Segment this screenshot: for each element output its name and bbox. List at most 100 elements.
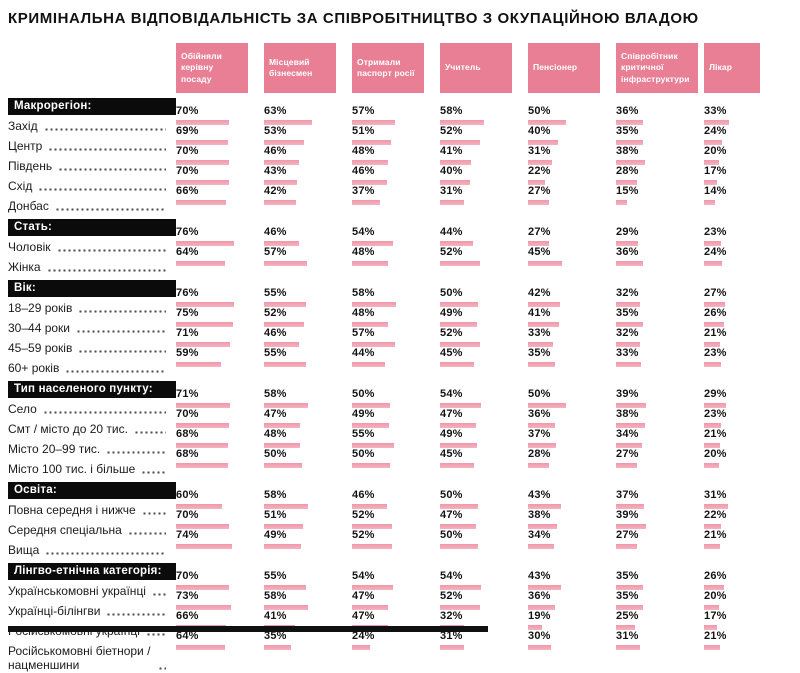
value-bar	[264, 120, 312, 125]
value-label: 44%	[352, 347, 375, 359]
value-cell: 26%	[704, 307, 792, 327]
value-cell: 37%	[528, 428, 616, 448]
value-bar	[528, 585, 561, 590]
value-bar	[440, 302, 478, 307]
leader-dots	[127, 531, 166, 535]
value-label: 71%	[176, 388, 199, 400]
value-label: 70%	[176, 165, 199, 177]
table-row: Місто 20–99 тис. 68% 48% 55% 49% 37% 34%…	[8, 428, 792, 459]
leader-dots	[42, 410, 166, 414]
value-bar	[264, 443, 301, 448]
value-label: 46%	[264, 145, 287, 157]
value-cell: 54%	[440, 388, 528, 408]
leader-dots	[106, 450, 166, 454]
value-cell: 41%	[528, 307, 616, 327]
value-label: 26%	[704, 570, 727, 582]
value-bar	[264, 200, 296, 205]
leader-dots	[58, 167, 166, 171]
value-bar	[176, 180, 230, 185]
value-label: 33%	[528, 327, 551, 339]
value-cell: 71%	[176, 327, 264, 347]
value-bar	[704, 342, 720, 347]
value-bar	[352, 585, 394, 590]
value-label: 26%	[704, 307, 727, 319]
value-cell: 31%	[440, 630, 528, 650]
value-bar	[440, 160, 472, 165]
value-label: 64%	[176, 246, 199, 258]
value-cell: 36%	[616, 105, 704, 125]
row-label: Схід	[8, 176, 176, 194]
value-label: 46%	[264, 226, 287, 238]
value-bar	[528, 625, 543, 630]
value-cell: 50%	[440, 529, 528, 549]
value-label: 51%	[264, 509, 287, 521]
value-bar	[176, 524, 230, 529]
value-cell: 15%	[616, 185, 704, 205]
value-bar	[352, 362, 386, 367]
value-cell: 52%	[440, 590, 528, 610]
value-label: 52%	[352, 509, 375, 521]
value-bar	[264, 322, 304, 327]
value-cell: 55%	[352, 428, 440, 448]
value-label: 43%	[528, 489, 551, 501]
value-label: 29%	[704, 388, 727, 400]
table-row: Захід 70% 63% 57% 58% 50% 36% 33%	[8, 105, 792, 136]
value-label: 39%	[616, 509, 639, 521]
value-label: 23%	[704, 347, 727, 359]
value-label: 52%	[440, 327, 463, 339]
value-bar	[704, 544, 720, 549]
value-cell: 46%	[264, 327, 352, 347]
value-cell: 45%	[440, 347, 528, 367]
value-label: 51%	[352, 125, 375, 137]
value-label: 49%	[352, 408, 375, 420]
row-label-text: Чоловік	[8, 240, 51, 254]
leader-dots	[48, 147, 166, 151]
value-cell: 33%	[704, 105, 792, 125]
value-bar	[528, 160, 552, 165]
value-cell: 31%	[616, 630, 704, 650]
value-cell: 20%	[704, 448, 792, 468]
value-cell: 70%	[176, 145, 264, 165]
value-label: 52%	[440, 125, 463, 137]
value-bar	[176, 544, 233, 549]
value-label: 22%	[704, 509, 727, 521]
value-label: 52%	[440, 590, 463, 602]
value-cell: 70%	[176, 570, 264, 590]
value-label: 52%	[440, 246, 463, 258]
value-label: 63%	[264, 105, 287, 117]
value-bar	[352, 241, 394, 246]
value-cell: 52%	[352, 509, 440, 529]
value-bar	[352, 524, 392, 529]
table-row: Повна середня і нижче 60% 58% 46% 50% 43…	[8, 489, 792, 520]
value-cell: 23%	[704, 226, 792, 246]
value-cell: 37%	[616, 489, 704, 509]
section: Стать: Чоловік 76% 46% 54% 44% 27% 29% 2…	[8, 219, 792, 277]
value-cell: 21%	[704, 327, 792, 347]
value-cell: 63%	[264, 105, 352, 125]
value-label: 58%	[352, 287, 375, 299]
value-label: 33%	[616, 347, 639, 359]
value-bar	[528, 605, 556, 610]
value-bar	[704, 443, 720, 448]
value-label: 27%	[616, 529, 639, 541]
row-label-text: Місто 100 тис. і більше	[8, 462, 136, 476]
column-badge-4: Учитель	[440, 43, 512, 93]
value-cell: 32%	[616, 327, 704, 347]
value-label: 23%	[704, 226, 727, 238]
value-bar	[440, 241, 474, 246]
table-row: Чоловік 76% 46% 54% 44% 27% 29% 23%	[8, 226, 792, 257]
value-label: 70%	[176, 509, 199, 521]
value-cell: 48%	[352, 307, 440, 327]
value-bar	[176, 261, 225, 266]
row-label-text: Смт / місто до 20 тис.	[8, 422, 128, 436]
value-bar	[352, 261, 389, 266]
value-label: 66%	[176, 610, 199, 622]
value-cell: 21%	[704, 529, 792, 549]
value-label: 55%	[264, 347, 287, 359]
value-bar	[440, 261, 480, 266]
value-bar	[704, 423, 722, 428]
leader-dots	[76, 329, 166, 333]
value-label: 50%	[528, 105, 551, 117]
value-label: 27%	[704, 287, 727, 299]
value-cell: 30%	[528, 630, 616, 650]
